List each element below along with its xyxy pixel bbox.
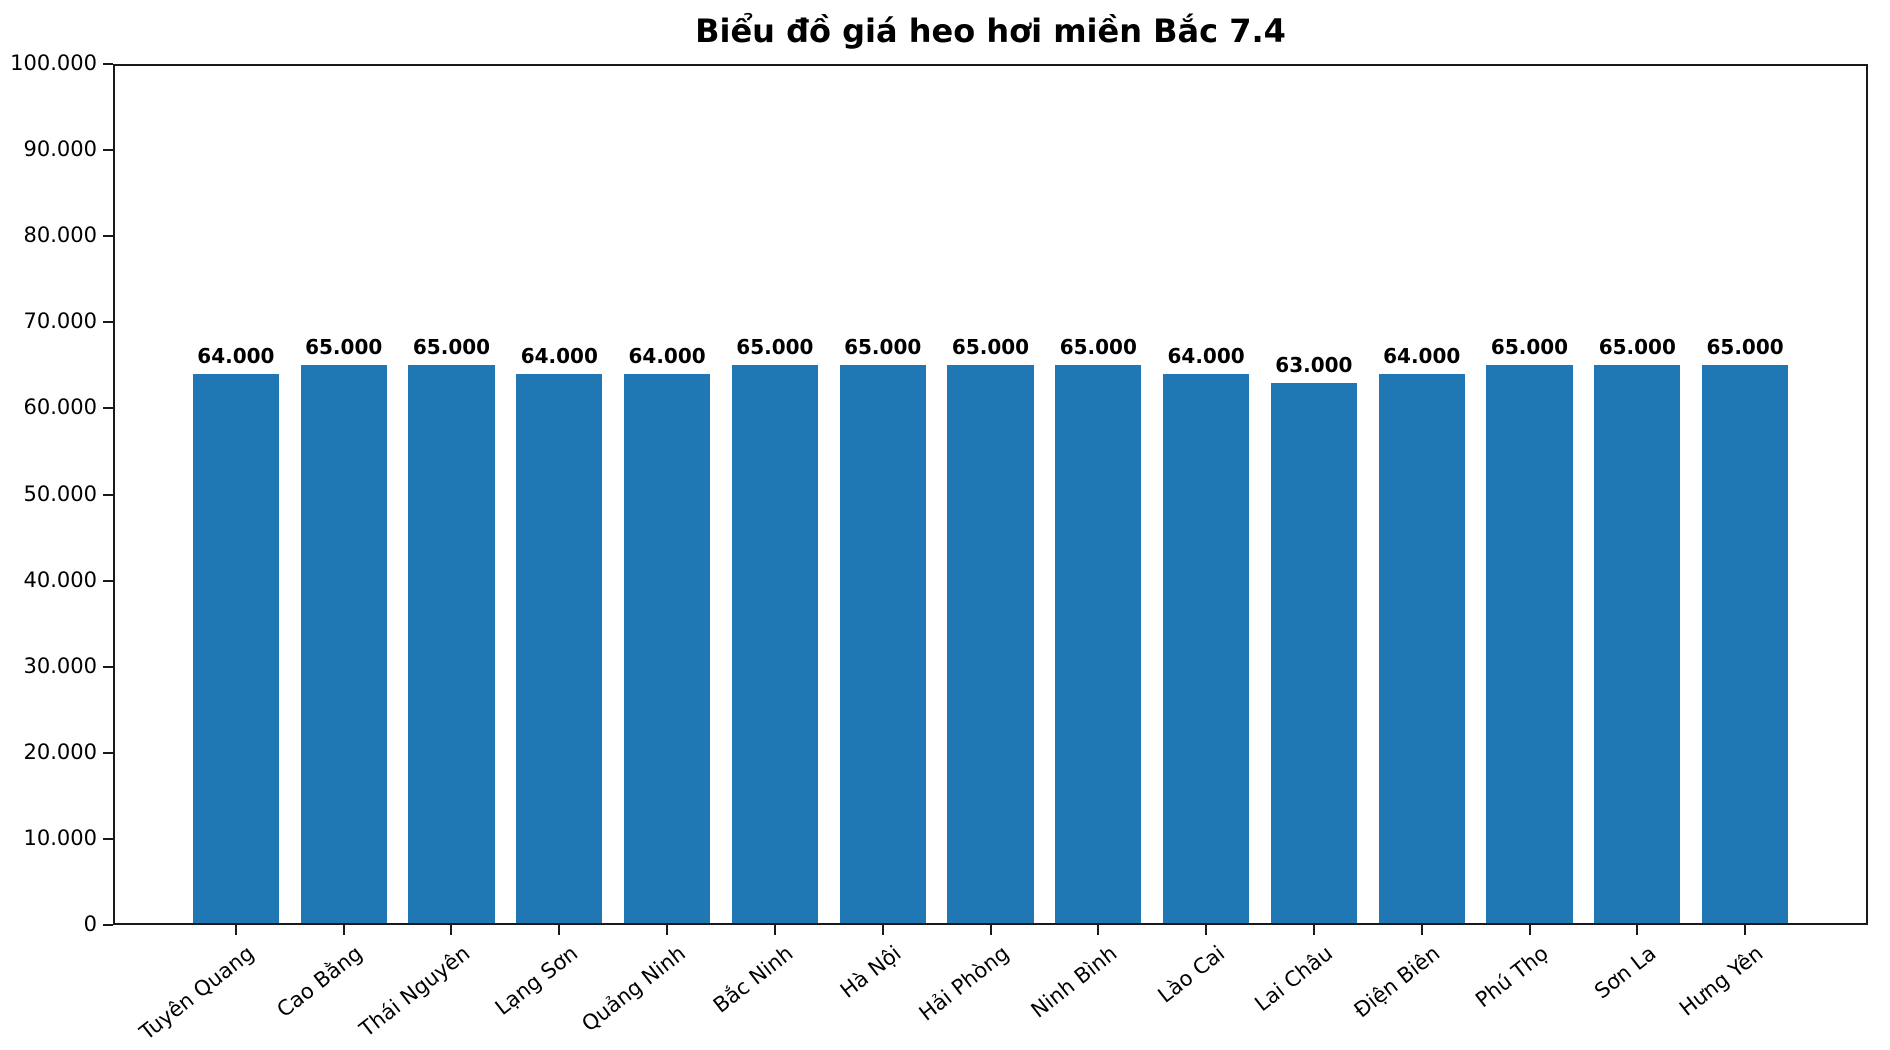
bar bbox=[408, 365, 495, 923]
x-tick-label: Phú Thọ bbox=[1470, 941, 1553, 1013]
bar-value-label: 65.000 bbox=[1598, 335, 1676, 360]
y-tick-label: 80.000 bbox=[23, 223, 97, 248]
bar-value-label: 65.000 bbox=[844, 335, 922, 360]
x-tick-mark bbox=[234, 925, 237, 935]
x-tick-mark bbox=[881, 925, 884, 935]
x-tick-mark bbox=[773, 925, 776, 935]
x-tick-label: Thái Nguyên bbox=[355, 941, 475, 1042]
x-tick-label: Hà Nội bbox=[835, 941, 906, 1003]
y-tick-mark bbox=[103, 579, 113, 582]
y-tick-mark bbox=[103, 149, 113, 152]
y-tick-label: 20.000 bbox=[23, 739, 97, 764]
bar bbox=[623, 373, 711, 923]
x-tick-mark bbox=[1205, 925, 1208, 935]
x-tick-mark bbox=[1097, 925, 1100, 935]
x-tick-label: Quảng Ninh bbox=[577, 941, 690, 1037]
y-tick-label: 60.000 bbox=[23, 395, 97, 420]
bar-value-label: 65.000 bbox=[1706, 335, 1784, 360]
bar-value-label: 64.000 bbox=[197, 343, 275, 368]
bar-value-label: 63.000 bbox=[1275, 352, 1353, 377]
y-tick-label: 50.000 bbox=[23, 481, 97, 506]
bar-value-label: 65.000 bbox=[951, 335, 1030, 360]
bar bbox=[947, 365, 1034, 923]
y-tick-mark bbox=[103, 665, 113, 668]
y-tick-label: 30.000 bbox=[23, 653, 97, 678]
x-tick-label: Sơn La bbox=[1589, 941, 1661, 1004]
bar bbox=[300, 365, 387, 923]
x-tick-label: Hưng Yên bbox=[1675, 941, 1768, 1021]
x-tick-label: Cao Bằng bbox=[272, 941, 367, 1023]
y-tick-label: 100.000 bbox=[10, 51, 97, 75]
bar-value-label: 64.000 bbox=[628, 343, 706, 368]
bar bbox=[192, 373, 279, 923]
x-tick-mark bbox=[1312, 925, 1315, 935]
bar bbox=[839, 365, 926, 923]
y-tick-label: 10.000 bbox=[23, 825, 97, 850]
x-tick-mark bbox=[989, 925, 992, 935]
x-tick-mark bbox=[450, 925, 453, 935]
chart-title: Biểu đồ giá heo hơi miền Bắc 7.4 bbox=[695, 12, 1286, 50]
x-tick-label: Lào Cai bbox=[1153, 941, 1229, 1008]
x-tick-label: Bắc Ninh bbox=[709, 941, 798, 1018]
x-tick-label: Lai Châu bbox=[1250, 941, 1337, 1017]
y-tick-label: 70.000 bbox=[23, 309, 97, 334]
bar-value-label: 64.000 bbox=[1383, 343, 1461, 368]
bar bbox=[1486, 365, 1573, 923]
x-tick-label: Lạng Sơn bbox=[490, 941, 583, 1020]
bar bbox=[1055, 365, 1142, 923]
bar bbox=[731, 365, 818, 923]
bar bbox=[1594, 365, 1681, 923]
y-tick-mark bbox=[103, 751, 113, 754]
x-tick-mark bbox=[1636, 925, 1639, 935]
y-tick-mark bbox=[103, 235, 113, 238]
bar bbox=[516, 373, 603, 923]
y-tick-mark bbox=[103, 493, 113, 496]
x-tick-mark bbox=[666, 925, 669, 935]
x-tick-label: Hải Phòng bbox=[914, 941, 1014, 1026]
y-tick-mark bbox=[103, 407, 113, 410]
bar-value-label: 64.000 bbox=[1167, 343, 1245, 368]
bar-value-label: 65.000 bbox=[412, 335, 491, 360]
x-tick-label: Ninh Bình bbox=[1026, 941, 1122, 1023]
x-tick-label: Tuyên Quang bbox=[135, 941, 259, 1045]
x-tick-label: Điện Biên bbox=[1349, 941, 1445, 1023]
y-tick-label: 0 bbox=[83, 912, 97, 936]
x-tick-mark bbox=[558, 925, 561, 935]
x-tick-mark bbox=[1420, 925, 1423, 935]
y-tick-mark bbox=[103, 924, 113, 926]
y-tick-mark bbox=[103, 321, 113, 324]
x-tick-mark bbox=[342, 925, 345, 935]
y-tick-label: 90.000 bbox=[23, 137, 97, 162]
bar bbox=[1270, 382, 1358, 923]
bar-value-label: 65.000 bbox=[305, 335, 383, 360]
x-tick-mark bbox=[1528, 925, 1531, 935]
x-tick-mark bbox=[1744, 925, 1747, 935]
bar bbox=[1701, 365, 1789, 923]
bar bbox=[1378, 373, 1465, 923]
y-tick-label: 40.000 bbox=[23, 567, 97, 592]
bar-value-label: 64.000 bbox=[520, 343, 598, 368]
y-tick-mark bbox=[103, 63, 113, 65]
bar-value-label: 65.000 bbox=[1059, 335, 1137, 360]
bar bbox=[1162, 373, 1250, 923]
y-tick-mark bbox=[103, 837, 113, 840]
bar-value-label: 65.000 bbox=[736, 335, 814, 360]
bar-value-label: 65.000 bbox=[1490, 335, 1569, 360]
